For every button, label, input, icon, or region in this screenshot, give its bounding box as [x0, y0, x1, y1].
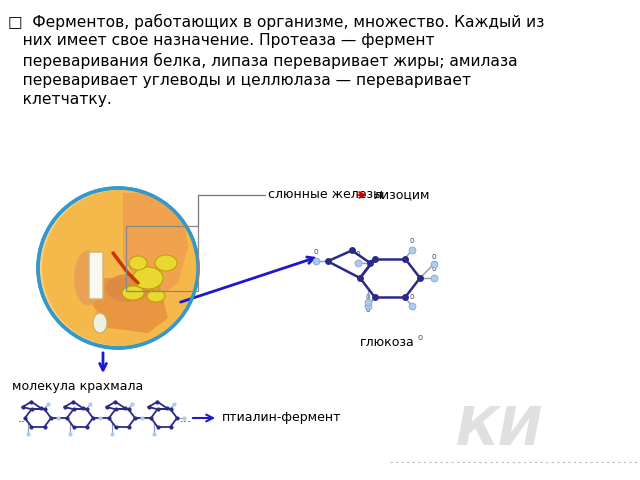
Text: o: o	[432, 264, 436, 273]
Text: o: o	[410, 292, 414, 301]
Ellipse shape	[133, 267, 163, 289]
Text: глюкоза: глюкоза	[360, 336, 415, 349]
Bar	[126, 226, 198, 291]
Text: o: o	[365, 292, 371, 301]
FancyBboxPatch shape	[89, 252, 103, 299]
Text: o: o	[410, 236, 414, 245]
Text: молекула крахмала: молекула крахмала	[12, 380, 143, 393]
Text: переваривает углеводы и целлюлаза — переваривает: переваривает углеводы и целлюлаза — пере…	[8, 72, 471, 87]
Text: них имеет свое назначение. Протеаза — фермент: них имеет свое назначение. Протеаза — фе…	[8, 34, 435, 48]
Text: лизоцим: лизоцим	[373, 189, 429, 202]
Text: □  Ферментов, работающих в организме, множество. Каждый из: □ Ферментов, работающих в организме, мно…	[8, 14, 545, 30]
Text: o: o	[314, 247, 318, 256]
Text: слюнные железы: слюнные железы	[268, 189, 383, 202]
Ellipse shape	[122, 286, 144, 300]
Text: КИ: КИ	[456, 404, 543, 456]
Ellipse shape	[42, 190, 198, 346]
Ellipse shape	[106, 274, 150, 302]
Ellipse shape	[147, 290, 165, 302]
Text: ...: ...	[18, 411, 30, 424]
Text: o: o	[365, 305, 370, 314]
Polygon shape	[123, 193, 188, 298]
Ellipse shape	[129, 256, 147, 270]
Text: клетчатку.: клетчатку.	[8, 92, 112, 107]
Text: ...: ...	[180, 411, 192, 424]
Text: переваривания белка, липаза переваривает жиры; амилаза: переваривания белка, липаза переваривает…	[8, 53, 518, 69]
Text: o: o	[355, 249, 360, 258]
Text: птиалин-фермент: птиалин-фермент	[222, 411, 342, 424]
Ellipse shape	[155, 255, 177, 271]
Polygon shape	[88, 278, 168, 333]
Text: o: o	[432, 252, 436, 261]
Ellipse shape	[74, 251, 102, 305]
Text: o: o	[418, 333, 423, 342]
Ellipse shape	[93, 313, 107, 333]
Ellipse shape	[38, 188, 198, 348]
